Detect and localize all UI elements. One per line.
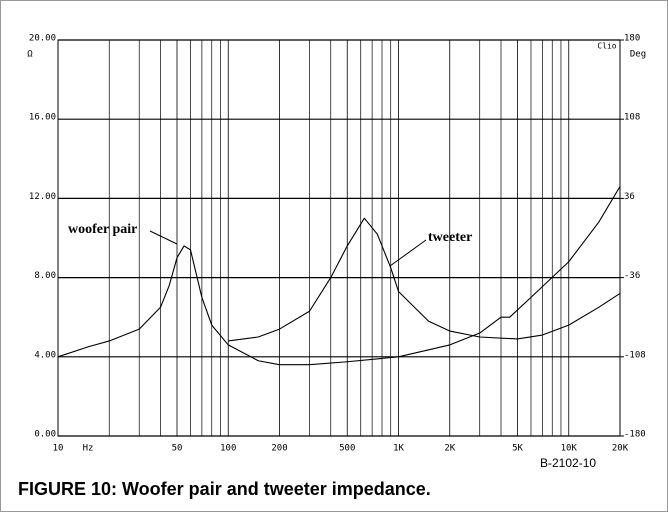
series-line xyxy=(228,217,621,342)
x-tick-label: 200 xyxy=(271,444,287,454)
y-tick-label: 8.00 xyxy=(34,271,56,281)
leader-line xyxy=(149,230,178,245)
x-unit: Hz xyxy=(83,444,94,454)
x-tick-label: 50 xyxy=(172,444,183,454)
brand: Clio xyxy=(597,42,616,51)
y2-tick-label: -108 xyxy=(624,350,646,360)
series-annotation: woofer pair xyxy=(68,222,137,237)
y2-tick-label: 108 xyxy=(624,113,640,123)
y2-unit: Deg xyxy=(630,50,646,60)
x-tick-label: 1K xyxy=(393,444,404,454)
series-line xyxy=(57,186,621,366)
figure-code: B-2102-10 xyxy=(540,456,596,470)
y2-tick-label: -36 xyxy=(624,271,640,281)
y-tick-label: 4.00 xyxy=(34,350,56,360)
leader-line xyxy=(389,239,427,267)
x-tick-label: 5K xyxy=(512,444,523,454)
y-unit: Ω xyxy=(27,50,33,60)
x-tick-label: 100 xyxy=(220,444,236,454)
x-tick-label: 2K xyxy=(444,444,455,454)
y-tick-label: 0.00 xyxy=(34,430,56,440)
x-tick-label: 10K xyxy=(561,444,578,454)
x-tick-label: 10 xyxy=(53,444,64,454)
y-tick-label: 16.00 xyxy=(29,113,56,123)
y-tick-label: 12.00 xyxy=(29,192,56,202)
x-tick-label: 500 xyxy=(339,444,355,454)
y2-tick-label: 36 xyxy=(624,192,635,202)
y2-tick-label: -180 xyxy=(624,430,646,440)
caption: FIGURE 10: Woofer pair and tweeter imped… xyxy=(18,479,431,499)
y-tick-label: 20.00 xyxy=(29,34,56,44)
x-tick-label: 20K xyxy=(612,444,629,454)
y2-tick-label: 180 xyxy=(624,34,640,44)
